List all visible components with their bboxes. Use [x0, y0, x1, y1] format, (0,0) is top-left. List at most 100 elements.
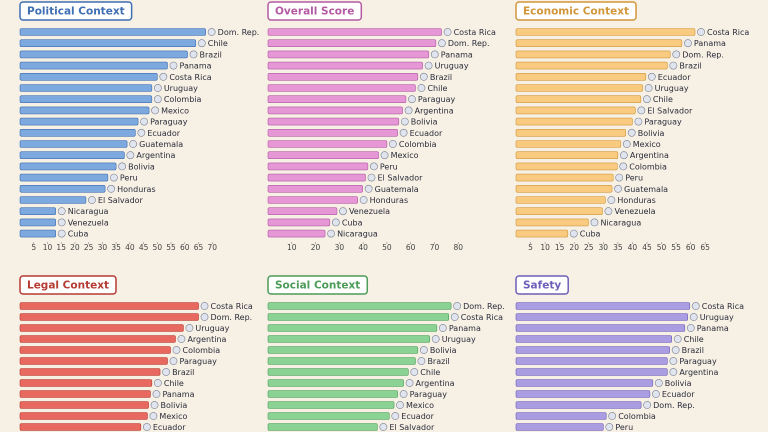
bar [267, 73, 419, 81]
bar-label: Argentina [630, 151, 669, 160]
bar [267, 117, 400, 126]
bar-label: Uruguay [435, 62, 469, 71]
flag-icon [634, 117, 643, 126]
bar-label: Brazil [679, 62, 701, 71]
bar [19, 28, 206, 36]
bar [515, 412, 607, 420]
x-tick-label: 5 [528, 243, 533, 252]
x-tick-label: 80 [453, 243, 463, 252]
bar-label: Uruguay [442, 335, 476, 344]
bar-label: Bolivia [411, 118, 438, 127]
bar-label: Bolivia [638, 129, 665, 138]
bar [267, 368, 409, 376]
flag-icon [604, 207, 613, 216]
bar-label: Costa Rica [211, 302, 253, 311]
bar [19, 368, 161, 376]
bar [515, 368, 668, 376]
title-box [267, 275, 369, 295]
flag-icon [410, 368, 419, 376]
bar-label: Dom. Rep. [653, 401, 695, 410]
bar-label: Chile [208, 39, 228, 48]
flag-icon [339, 207, 347, 216]
bar-label: Panama [694, 39, 726, 48]
bar [19, 229, 57, 238]
flag-icon [137, 128, 146, 137]
flag-icon [615, 173, 624, 182]
flag-icon [683, 39, 692, 48]
x-tick-label: 40 [628, 243, 638, 252]
x-tick-label: 20 [311, 243, 321, 252]
bar-label: Mexico [406, 401, 434, 410]
bar-label: Bolivia [161, 401, 188, 410]
flag-icon [438, 324, 447, 332]
panel-title: Legal Context [27, 280, 109, 292]
x-tick-label: 40 [125, 243, 135, 252]
panel-title: Overall Score [275, 6, 354, 18]
flag-icon [359, 196, 368, 204]
x-tick-label: 30 [98, 243, 108, 252]
bar [267, 140, 388, 148]
flag-icon [162, 368, 170, 376]
bar [19, 335, 176, 343]
bar [267, 151, 379, 159]
flag-icon [424, 61, 433, 70]
bar-label: El Salvador [389, 423, 435, 432]
flag-icon [57, 229, 66, 238]
flag-icon [437, 39, 446, 48]
flag-icon [419, 72, 428, 81]
x-tick-label: 30 [335, 243, 345, 252]
bar [267, 173, 366, 182]
panel-title: Safety [523, 280, 561, 292]
flag-icon [169, 357, 178, 365]
bar [515, 401, 642, 409]
bar-label: Colombia [629, 162, 667, 171]
x-tick-label: 25 [84, 243, 94, 252]
bar [267, 106, 403, 115]
bar [515, 61, 668, 70]
bar-label: Mexico [161, 106, 189, 115]
bar [515, 73, 647, 81]
flag-icon [177, 335, 186, 343]
x-tick-label: 45 [139, 243, 149, 252]
bar-label: Dom. Rep. [463, 302, 505, 311]
flag-icon [400, 117, 409, 126]
flag-icon [189, 50, 198, 59]
bar-label: Mexico [391, 151, 419, 160]
bar [515, 229, 569, 238]
bar [19, 106, 150, 115]
bar [19, 162, 117, 171]
bar-label: Dom. Rep. [218, 28, 260, 37]
flag-icon [151, 106, 159, 115]
flag-icon [430, 50, 439, 59]
x-tick-label: 65 [194, 243, 204, 252]
flag-icon [417, 84, 426, 92]
bar [515, 185, 613, 193]
title-box [19, 1, 133, 21]
bar-label: Dom. Rep. [211, 313, 253, 322]
bar-label: Colombia [399, 140, 437, 149]
panel: Safety Costa Rica Uruguay Panama Chile Brazil… [515, 275, 744, 432]
bar-label: Peru [625, 174, 643, 183]
bar-label: Colombia [618, 412, 656, 421]
bar [19, 207, 57, 215]
flag-icon [619, 151, 628, 160]
bar [19, 379, 153, 387]
flag-icon [389, 140, 397, 148]
x-tick-label: 5 [31, 243, 36, 252]
title-box [515, 1, 637, 21]
title-box [515, 275, 569, 295]
flag-icon [200, 302, 209, 310]
x-tick-label: 45 [642, 243, 652, 252]
bar-label: Honduras [370, 196, 409, 205]
bar-label: Argentina [415, 106, 454, 115]
x-tick-label: 35 [613, 243, 623, 252]
bar [267, 346, 419, 354]
bar [19, 50, 188, 59]
bar-label: Colombia [183, 346, 221, 355]
bar [19, 185, 106, 193]
bar [515, 196, 606, 204]
bar-label: Uruguay [700, 313, 734, 322]
flag-icon [669, 368, 678, 376]
bar [515, 218, 589, 227]
flag-icon [153, 379, 162, 387]
